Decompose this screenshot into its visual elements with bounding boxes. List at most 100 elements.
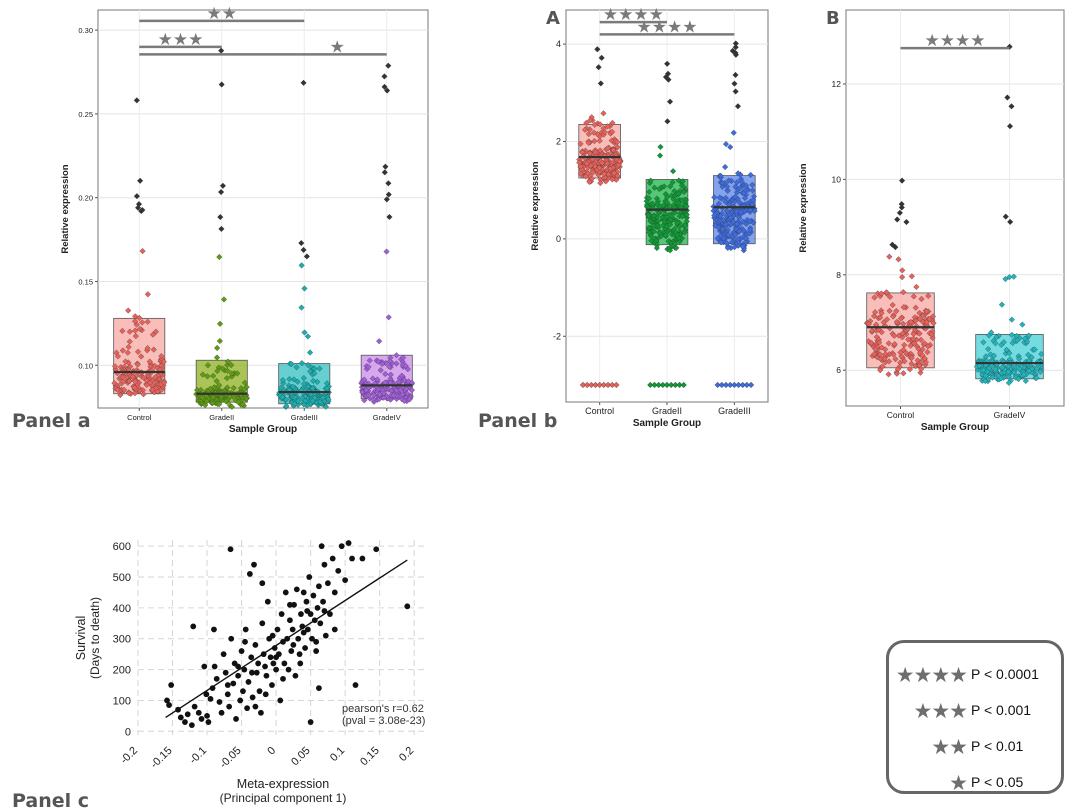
data-point bbox=[908, 354, 915, 361]
data-point bbox=[898, 201, 905, 208]
x-tick-label: GradeIV bbox=[373, 413, 401, 422]
data-point bbox=[345, 540, 352, 546]
data-point bbox=[647, 218, 654, 225]
data-point bbox=[674, 231, 681, 239]
x-axis-label: Meta-expression bbox=[237, 777, 329, 791]
data-point bbox=[293, 586, 300, 593]
data-point bbox=[908, 273, 915, 280]
x-tick-label: GradeII bbox=[652, 406, 682, 416]
data-point bbox=[316, 398, 323, 405]
data-point bbox=[287, 601, 293, 608]
data-point bbox=[657, 143, 664, 150]
data-point bbox=[252, 642, 259, 648]
data-point bbox=[992, 340, 999, 347]
data-point bbox=[379, 360, 386, 368]
data-point bbox=[984, 368, 991, 375]
data-point bbox=[680, 381, 687, 389]
data-point bbox=[184, 711, 191, 718]
y-tick-label: 100 bbox=[113, 695, 131, 707]
data-point bbox=[591, 121, 598, 128]
x-tick-label: 0.15 bbox=[358, 745, 382, 769]
data-point bbox=[732, 44, 739, 51]
data-point bbox=[1008, 103, 1015, 110]
data-point bbox=[211, 626, 217, 633]
data-point bbox=[366, 357, 373, 364]
data-point bbox=[204, 712, 210, 719]
data-point bbox=[1020, 371, 1027, 378]
subplot-label: A bbox=[546, 8, 560, 29]
data-point bbox=[226, 703, 233, 710]
data-point bbox=[919, 312, 927, 319]
data-point bbox=[601, 170, 608, 178]
data-point bbox=[264, 598, 271, 605]
y-tick-label: 400 bbox=[113, 603, 131, 615]
data-point bbox=[734, 236, 741, 243]
data-point bbox=[228, 403, 235, 410]
data-point bbox=[382, 163, 389, 170]
data-point bbox=[135, 201, 143, 208]
data-point bbox=[610, 147, 617, 154]
data-point bbox=[728, 239, 735, 246]
data-point bbox=[726, 201, 733, 208]
data-point bbox=[290, 642, 297, 648]
data-point bbox=[733, 220, 740, 228]
data-point bbox=[1006, 123, 1014, 130]
data-point bbox=[228, 635, 235, 642]
data-point bbox=[990, 352, 998, 359]
y-tick-label: 2 bbox=[556, 136, 561, 146]
x-tick-label: Control bbox=[585, 406, 614, 416]
data-point bbox=[267, 654, 274, 661]
data-point bbox=[976, 362, 983, 369]
significance-stars: ★★★ bbox=[158, 30, 204, 50]
data-point bbox=[150, 346, 157, 353]
data-point bbox=[241, 386, 248, 393]
data-point bbox=[872, 309, 879, 316]
data-point bbox=[647, 177, 654, 184]
data-point bbox=[133, 97, 140, 104]
data-point bbox=[681, 229, 688, 236]
data-point bbox=[716, 194, 723, 201]
data-point bbox=[302, 645, 308, 651]
data-point bbox=[395, 378, 402, 385]
data-point bbox=[195, 709, 202, 716]
data-point bbox=[210, 372, 217, 379]
data-point bbox=[1008, 316, 1015, 323]
data-point bbox=[259, 620, 266, 627]
legend-row: ★★★ P < 0.001 bbox=[889, 695, 1067, 725]
data-point bbox=[249, 669, 255, 676]
data-point bbox=[390, 392, 397, 399]
data-point bbox=[385, 62, 392, 69]
data-point bbox=[596, 164, 603, 171]
data-point bbox=[393, 352, 400, 359]
data-point bbox=[1022, 377, 1029, 384]
data-point bbox=[731, 80, 738, 87]
data-point bbox=[585, 139, 592, 146]
data-point bbox=[256, 688, 263, 695]
data-point bbox=[667, 247, 674, 254]
data-point bbox=[877, 367, 884, 374]
data-point bbox=[918, 295, 925, 303]
data-point bbox=[897, 349, 904, 356]
data-point bbox=[399, 391, 406, 398]
data-point bbox=[383, 248, 390, 255]
data-point bbox=[329, 555, 336, 562]
y-tick-label: 0.25 bbox=[78, 110, 93, 119]
data-point bbox=[711, 194, 718, 201]
data-point bbox=[722, 194, 729, 202]
data-point bbox=[398, 372, 405, 379]
data-point bbox=[609, 128, 616, 135]
data-point bbox=[749, 181, 756, 188]
data-point bbox=[304, 626, 311, 633]
data-point bbox=[242, 638, 248, 645]
data-point bbox=[749, 187, 756, 194]
data-point bbox=[262, 691, 269, 698]
data-point bbox=[258, 709, 264, 716]
data-point bbox=[892, 244, 899, 251]
data-point bbox=[926, 316, 933, 323]
data-point bbox=[370, 396, 377, 403]
data-point bbox=[897, 359, 904, 366]
data-point bbox=[288, 360, 295, 368]
data-point bbox=[365, 391, 372, 398]
data-point bbox=[1002, 213, 1009, 220]
x-tick-label: 0.2 bbox=[397, 745, 416, 764]
